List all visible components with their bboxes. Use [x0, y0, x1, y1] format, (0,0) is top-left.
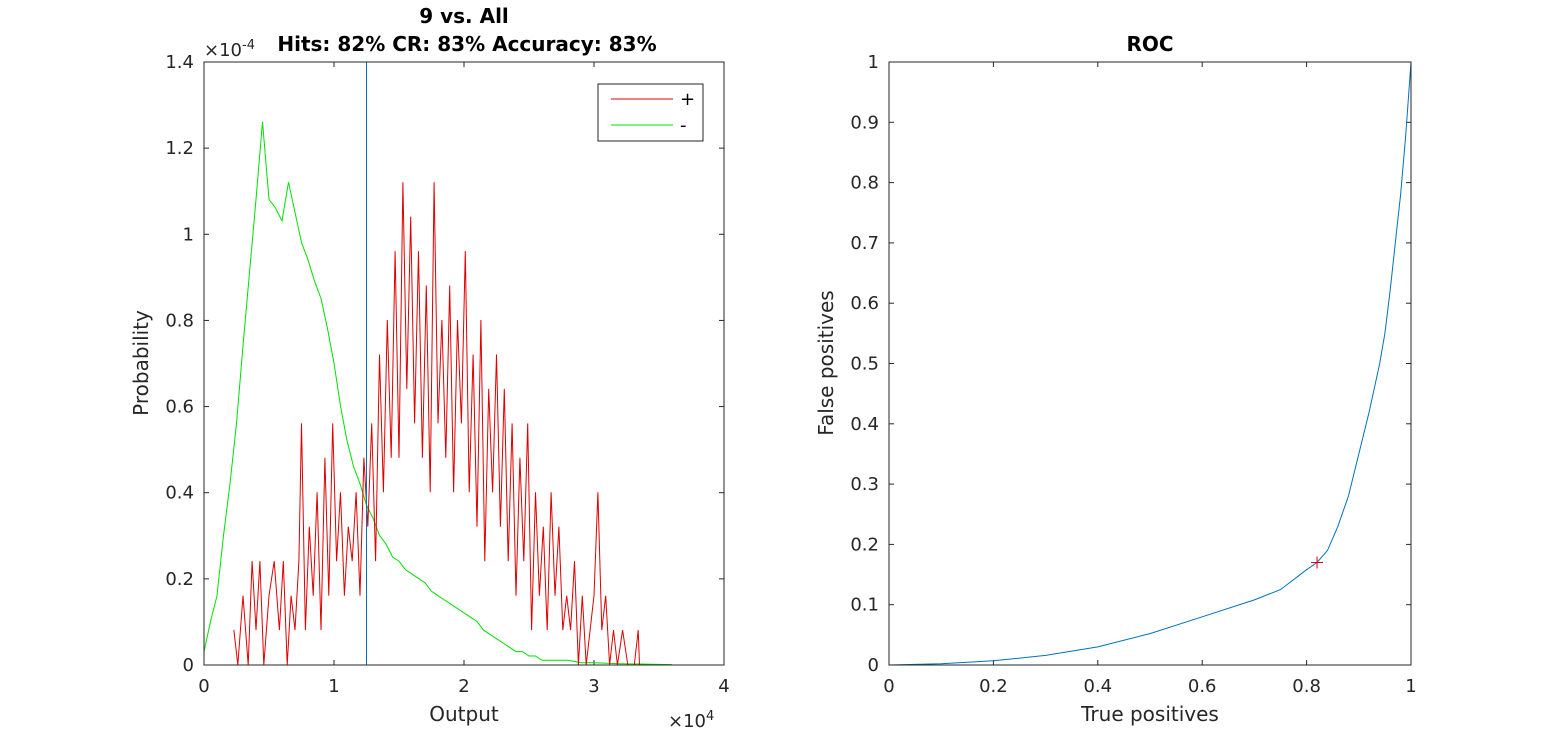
roc-series [888, 61, 1412, 666]
y-tick-label: 0 [183, 655, 194, 676]
y-tick-label: 1.4 [165, 52, 194, 73]
y-tick-label: 0.7 [850, 233, 879, 254]
x-tick-label: 0 [883, 676, 894, 697]
x-tick-label: 0.4 [1083, 676, 1112, 697]
y-tick-label: 0.6 [165, 397, 194, 418]
y-exponent-label: ×10-4 [204, 38, 255, 61]
histogram-title: 9 vs. All [419, 4, 509, 28]
legend: + - [597, 83, 704, 142]
legend-box [597, 83, 704, 142]
x-exponent-label: ×104 [668, 709, 714, 732]
y-tick-label: 0.8 [850, 173, 879, 194]
y-tick-label: 0.5 [850, 354, 879, 375]
roc-ylabel: False positives [814, 290, 838, 435]
roc-xlabel: True positives [1080, 702, 1219, 726]
negative-series-line [203, 121, 673, 666]
x-tick-label: 0.6 [1188, 676, 1217, 697]
y-tick-label: 0.4 [850, 414, 879, 435]
y-tick-label: 0.2 [165, 569, 194, 590]
roc-plot-area [889, 62, 1411, 665]
y-tick-label: 0.4 [165, 483, 194, 504]
x-tick-label: 1 [1405, 676, 1416, 697]
y-tick-label: 0.1 [850, 595, 879, 616]
x-tick-label: 0.8 [1292, 676, 1321, 697]
histogram-panel: 0 1 2 3 4 0 0.2 0.4 0.6 0.8 1 1.2 1.4 9 vs. All Hits… [129, 4, 730, 732]
y-tick-label: 0.2 [850, 534, 879, 555]
x-tick-label: 3 [588, 676, 599, 697]
roc-title: ROC [1126, 32, 1173, 56]
x-tick-label: 0 [198, 676, 209, 697]
y-tick-label: 0.9 [850, 112, 879, 133]
histogram-subtitle: Hits: 82% CR: 83% Accuracy: 83% [277, 32, 656, 56]
histogram-xlabel: Output [429, 702, 499, 726]
legend-label-negative: - [680, 115, 687, 136]
y-tick-label: 0.8 [165, 310, 194, 331]
roc-tick-labels: 0 0.2 0.4 0.6 0.8 1 0 0.1 0.2 0.3 0.4 0.5 0.6 0.7 0.8 0… [850, 52, 1416, 697]
histogram-plot-area [204, 62, 724, 665]
y-tick-label: 1.2 [165, 138, 194, 159]
legend-label-positive: + [680, 89, 695, 110]
histogram-series [203, 121, 673, 666]
x-tick-label: 4 [718, 676, 729, 697]
y-tick-label: 1 [183, 224, 194, 245]
y-tick-label: 0.3 [850, 474, 879, 495]
histogram-tick-labels: 0 1 2 3 4 0 0.2 0.4 0.6 0.8 1 1.2 1.4 [165, 52, 729, 697]
roc-axes-box [888, 61, 1412, 666]
y-tick-label: 1 [868, 52, 879, 73]
roc-curve [888, 61, 1412, 666]
x-tick-label: 2 [458, 676, 469, 697]
x-tick-label: 0.2 [979, 676, 1008, 697]
y-tick-label: 0 [868, 655, 879, 676]
histogram-ylabel: Probability [129, 310, 153, 416]
x-tick-label: 1 [328, 676, 339, 697]
operating-point-marker [1311, 556, 1324, 569]
roc-panel: 0 0.2 0.4 0.6 0.8 1 0 0.1 0.2 0.3 0.4 0.5 0.6 0.7 0.8 0… [814, 32, 1417, 726]
histogram-axes-box [203, 61, 725, 666]
y-tick-label: 0.6 [850, 293, 879, 314]
positive-series-line [233, 182, 640, 666]
